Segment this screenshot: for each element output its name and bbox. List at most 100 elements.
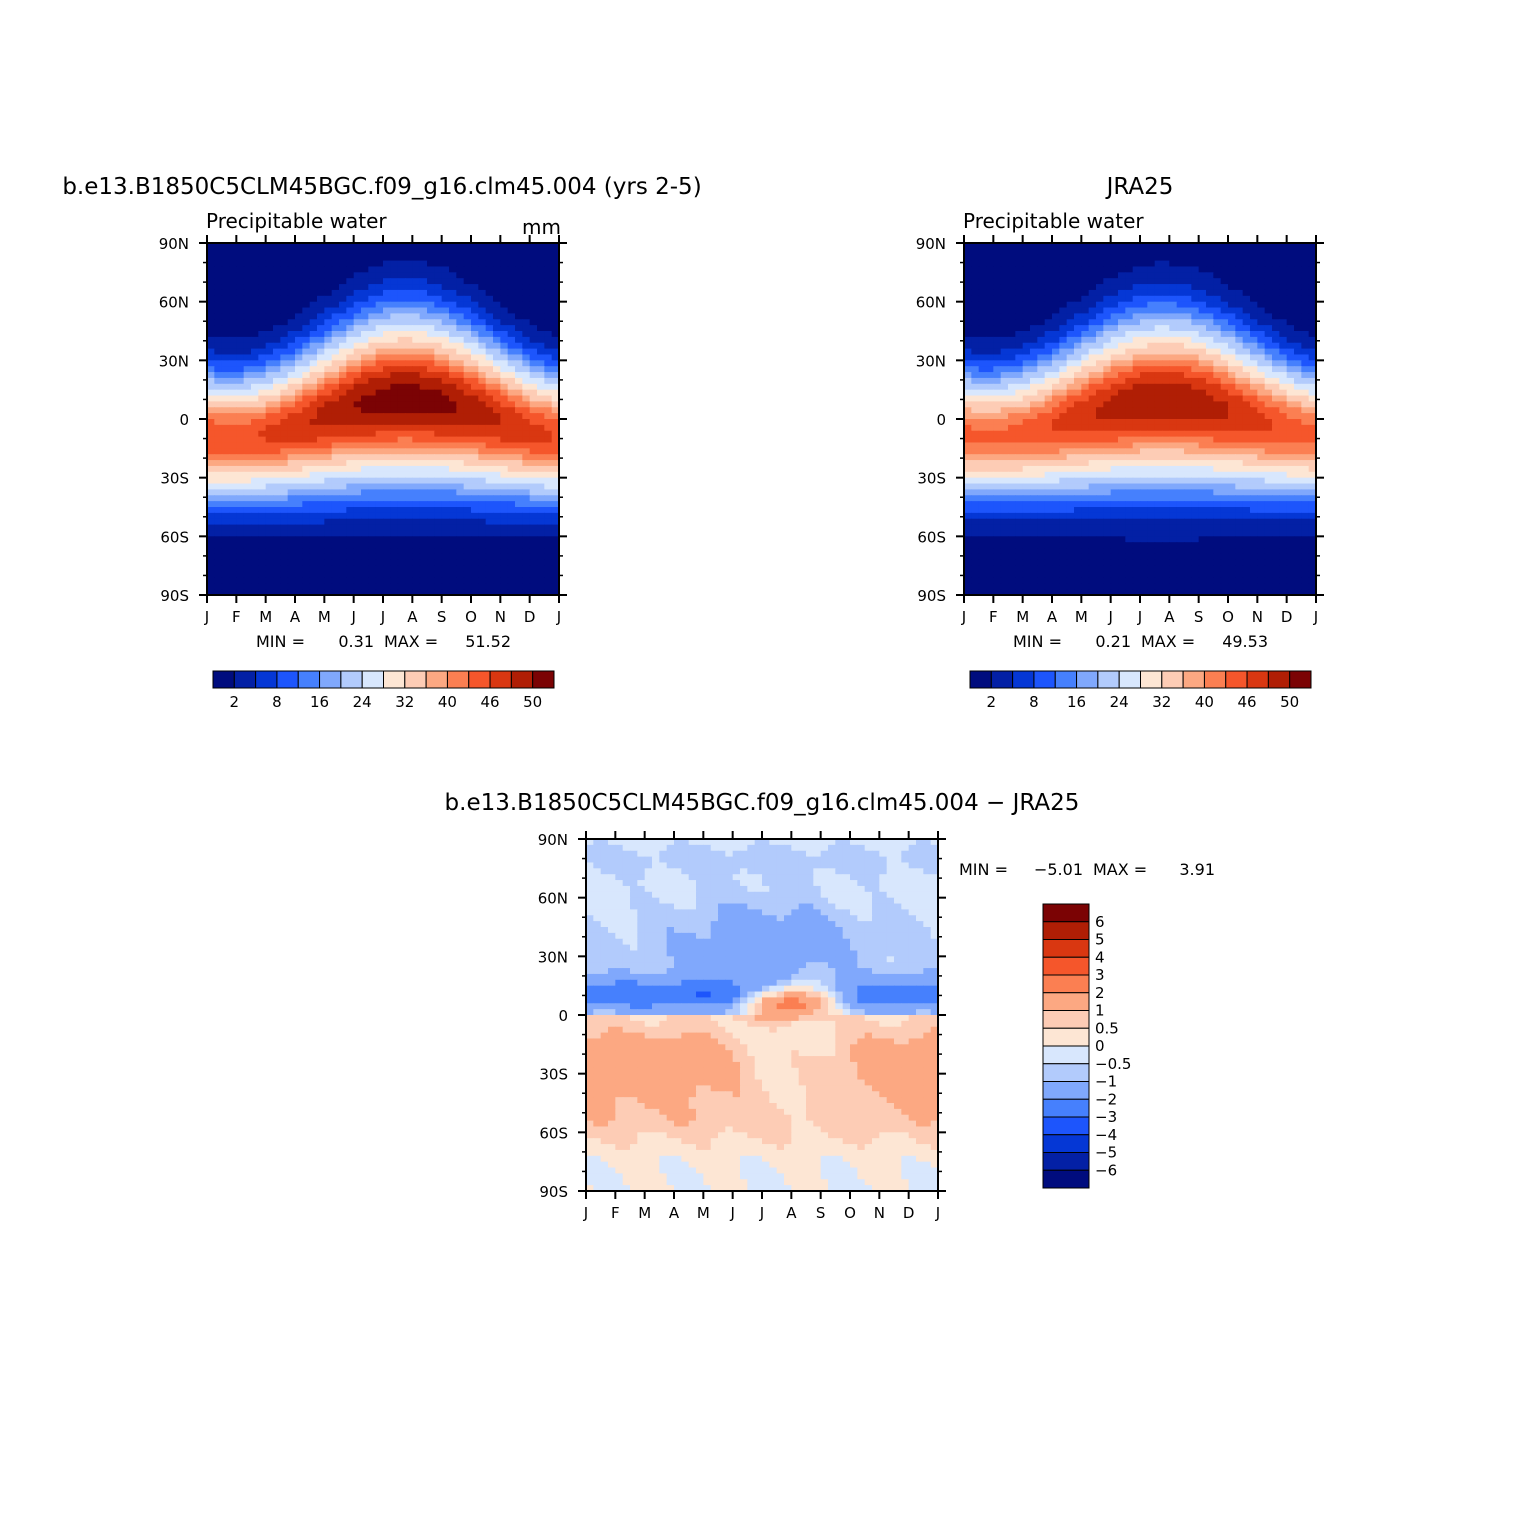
field-cell xyxy=(258,260,267,268)
field-cell xyxy=(280,442,289,449)
field-cell xyxy=(243,542,252,549)
field-cell xyxy=(339,389,347,397)
field-cell xyxy=(1176,424,1185,432)
field-cell xyxy=(405,583,413,590)
field-cell xyxy=(485,331,494,338)
field-cell xyxy=(478,278,487,285)
field-cell xyxy=(1044,448,1053,455)
field-cell xyxy=(339,301,347,309)
field-cell xyxy=(324,542,333,549)
field-cell xyxy=(1264,307,1273,314)
field-cell xyxy=(1125,366,1134,373)
field-cell xyxy=(353,465,362,473)
field-cell xyxy=(280,272,289,279)
field-cell xyxy=(1169,454,1178,461)
field-cell xyxy=(993,301,1002,309)
field-cell xyxy=(214,559,223,567)
field-cell xyxy=(339,336,347,344)
field-cell xyxy=(522,477,531,485)
field-cell xyxy=(971,413,980,420)
field-cell xyxy=(1220,430,1229,438)
field-cell xyxy=(1088,377,1097,385)
field-cell xyxy=(1191,319,1200,326)
field-cell xyxy=(1191,424,1200,432)
field-cell xyxy=(243,313,252,320)
field-cell xyxy=(1132,289,1141,297)
field-cell xyxy=(964,395,972,402)
field-cell xyxy=(1015,243,1024,250)
field-cell xyxy=(229,407,237,414)
field-cell xyxy=(1250,254,1258,262)
field-cell xyxy=(273,389,281,397)
field-cell xyxy=(1286,301,1295,309)
field-cell xyxy=(1286,424,1295,432)
field-cell xyxy=(353,313,362,320)
field-cell xyxy=(317,471,325,479)
field-cell xyxy=(964,354,972,361)
field-cell xyxy=(1264,471,1273,479)
field-cell xyxy=(1301,471,1310,479)
field-cell xyxy=(1184,419,1192,426)
field-cell xyxy=(544,401,553,408)
field-cell xyxy=(331,542,340,549)
field-cell xyxy=(397,542,406,549)
field-cell xyxy=(964,436,972,444)
field-cell xyxy=(1176,307,1185,314)
field-cell xyxy=(207,307,215,314)
field-cell xyxy=(463,413,472,420)
field-cell xyxy=(1037,313,1046,320)
field-cell xyxy=(1008,436,1016,444)
panel-obs-subtitle: Precipitable water xyxy=(963,209,1144,233)
field-cell xyxy=(339,395,347,402)
field-cell xyxy=(500,243,509,250)
field-cell xyxy=(309,553,318,561)
field-cell xyxy=(1154,413,1163,420)
field-cell xyxy=(214,483,223,490)
field-cell xyxy=(1235,331,1244,338)
field-cell xyxy=(405,489,413,496)
field-cell xyxy=(551,254,560,262)
field-cell xyxy=(339,419,347,426)
field-cell xyxy=(331,553,340,561)
field-cell xyxy=(478,325,487,332)
field-cell xyxy=(419,348,428,356)
field-cell xyxy=(1118,301,1126,309)
field-cell xyxy=(471,260,479,268)
field-cell xyxy=(1132,424,1141,432)
field-cell xyxy=(339,471,347,479)
field-cell xyxy=(1176,354,1185,361)
field-cell xyxy=(493,559,501,567)
field-cell xyxy=(309,260,318,268)
field-cell xyxy=(405,307,413,314)
field-cell xyxy=(551,589,560,596)
field-cell xyxy=(1103,278,1112,285)
field-cell xyxy=(361,383,369,391)
field-cell xyxy=(1132,284,1141,291)
field-cell xyxy=(390,342,399,350)
field-cell xyxy=(243,266,252,273)
field-cell xyxy=(1030,272,1038,279)
field-cell xyxy=(1081,295,1090,303)
field-cell xyxy=(1125,325,1134,332)
field-cell xyxy=(1198,243,1207,250)
field-cell xyxy=(258,377,267,385)
field-cell xyxy=(427,295,435,303)
field-cell xyxy=(964,454,972,461)
field-cell xyxy=(207,348,215,356)
field-cell xyxy=(1030,284,1038,291)
field-cell xyxy=(1264,260,1273,268)
field-cell xyxy=(1294,366,1302,373)
field-cell xyxy=(1044,313,1053,320)
field-cell xyxy=(456,460,465,467)
field-cell xyxy=(1162,366,1170,373)
field-cell xyxy=(331,272,340,279)
field-cell xyxy=(1191,248,1200,256)
field-cell xyxy=(515,336,523,344)
field-cell xyxy=(1088,331,1097,338)
field-cell xyxy=(1066,284,1075,291)
field-cell xyxy=(1228,331,1236,338)
field-cell xyxy=(449,348,457,356)
field-cell xyxy=(405,542,413,549)
field-cell xyxy=(309,372,318,379)
field-cell xyxy=(1184,289,1192,297)
